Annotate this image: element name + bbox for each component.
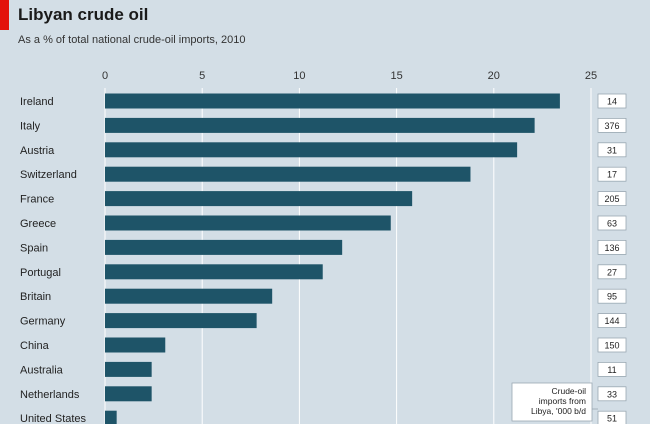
import-value-box [597,93,627,109]
bar [105,386,152,402]
bar [105,166,471,182]
bar [105,191,413,207]
bar [105,93,560,109]
import-value-label: 144 [604,316,619,326]
import-value-label: 136 [604,243,619,253]
import-value-box [597,337,627,353]
bar [105,239,343,255]
red-accent-tag [0,0,9,30]
import-value-label: 27 [607,267,617,277]
chart-title: Libyan crude oil [18,5,149,24]
imports-legend-text: Crude-oil [552,386,587,396]
x-tick-label: 5 [199,70,205,82]
x-tick-label: 20 [488,70,500,82]
import-value-label: 150 [604,341,619,351]
bar [105,117,535,133]
category-label: Germany [20,316,66,328]
category-label: Netherlands [20,389,80,401]
category-label: United States [20,413,87,424]
bar [105,410,117,424]
category-label: China [20,340,50,352]
import-value-box [597,215,627,231]
category-label: Australia [20,364,64,376]
category-label: Spain [20,242,48,254]
bar [105,288,273,304]
import-value-box [597,166,627,182]
import-value-box [597,386,627,402]
import-value-box [597,313,627,329]
import-value-label: 11 [607,365,616,375]
import-value-label: 31 [607,145,617,155]
import-value-label: 95 [607,292,617,302]
category-label: Italy [20,120,41,132]
bar [105,215,391,231]
import-value-label: 205 [604,194,619,204]
import-value-label: 63 [607,219,617,229]
x-tick-label: 15 [390,70,402,82]
import-value-box [597,191,627,207]
bar [105,313,257,329]
import-value-label: 14 [607,97,617,107]
import-value-label: 376 [604,121,619,131]
category-label: Portugal [20,267,61,279]
import-value-label: 17 [607,170,617,180]
chart-subtitle: As a % of total national crude-oil impor… [18,34,246,46]
category-label: Ireland [20,96,54,108]
import-value-box [597,142,627,158]
import-value-box [597,118,627,133]
imports-legend-text: imports from [539,396,586,406]
category-label: Switzerland [20,169,77,181]
x-tick-label: 0 [102,70,108,82]
import-value-box [597,264,627,280]
import-value-label: 33 [607,389,617,399]
import-value-label: 51 [607,414,617,424]
imports-legend-text: Libya, '000 b/d [531,406,586,416]
x-tick-label: 10 [293,70,305,82]
import-value-box [597,288,627,304]
category-label: Austria [20,145,55,157]
category-label: Britain [20,291,51,303]
bar [105,361,152,377]
import-value-box [597,410,627,424]
import-value-box [597,239,627,255]
bar [105,264,323,280]
x-tick-label: 25 [585,70,597,82]
imports-legend-box [511,382,593,422]
category-label: Greece [20,218,56,230]
bar [105,337,166,353]
bar [105,142,518,158]
import-value-box [597,361,627,377]
category-label: France [20,194,54,206]
